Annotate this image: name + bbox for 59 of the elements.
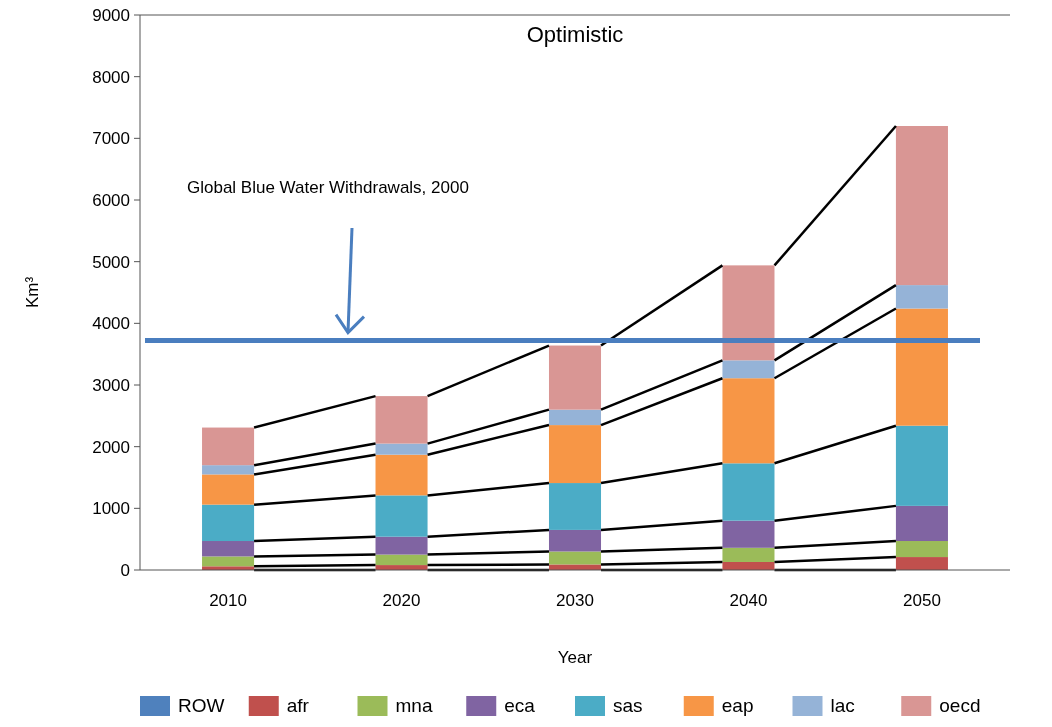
bar (895, 126, 948, 286)
y-tick-label: 8000 (92, 67, 130, 87)
bar (202, 556, 255, 567)
bar (895, 425, 948, 506)
bar (375, 554, 428, 566)
bar (895, 541, 948, 558)
bar (895, 308, 948, 426)
bar (895, 557, 948, 570)
y-tick-label: 5000 (92, 252, 130, 272)
bar (375, 454, 428, 496)
bar (722, 360, 775, 379)
bar (375, 495, 428, 537)
legend-label: afr (286, 695, 310, 716)
y-tick-label: 2000 (92, 437, 130, 457)
bar (202, 541, 255, 557)
bar (375, 443, 428, 455)
bar (202, 427, 255, 466)
bar (548, 551, 602, 565)
legend-label: mna (395, 695, 433, 716)
bar (722, 520, 775, 548)
x-axis-title: Year (557, 648, 593, 667)
bar (548, 425, 602, 484)
x-tick-label: 2030 (556, 591, 594, 610)
bar (375, 396, 428, 444)
legend-label: ROW (178, 695, 225, 716)
legend-label: eap (721, 695, 754, 716)
bar (722, 265, 775, 361)
bar (548, 483, 602, 530)
bar (722, 378, 775, 464)
bar (895, 285, 948, 309)
y-tick-label: 0 (120, 560, 130, 580)
bar (202, 474, 255, 505)
y-tick-label: 4000 (92, 314, 130, 334)
x-tick-label: 2040 (729, 591, 768, 610)
bar (722, 463, 775, 521)
legend-label: eca (504, 695, 536, 716)
annotation: Global Blue Water Withdrawals, 2000 (187, 178, 469, 197)
y-tick-label: 3000 (92, 375, 130, 395)
y-tick-label: 1000 (92, 499, 130, 519)
legend-label: oecd (939, 695, 981, 716)
y-tick-label: 6000 (92, 190, 130, 210)
y-tick-label: 7000 (92, 129, 130, 149)
y-axis-title: Km³ (23, 276, 42, 309)
x-tick-label: 2020 (382, 591, 421, 610)
bar (375, 536, 428, 555)
bar (548, 564, 602, 570)
bar (548, 345, 602, 410)
legend-label: sas (613, 695, 643, 716)
bar (895, 505, 948, 542)
bar (722, 547, 775, 562)
x-tick-label: 2010 (209, 591, 247, 610)
x-tick-label: 2050 (903, 591, 941, 610)
bar (202, 465, 255, 475)
chart-title: Optimistic (526, 22, 624, 47)
bar (548, 409, 602, 426)
bar (202, 504, 255, 542)
bar (548, 529, 602, 552)
y-tick-label: 9000 (92, 5, 130, 25)
legend-label: lac (830, 695, 855, 716)
